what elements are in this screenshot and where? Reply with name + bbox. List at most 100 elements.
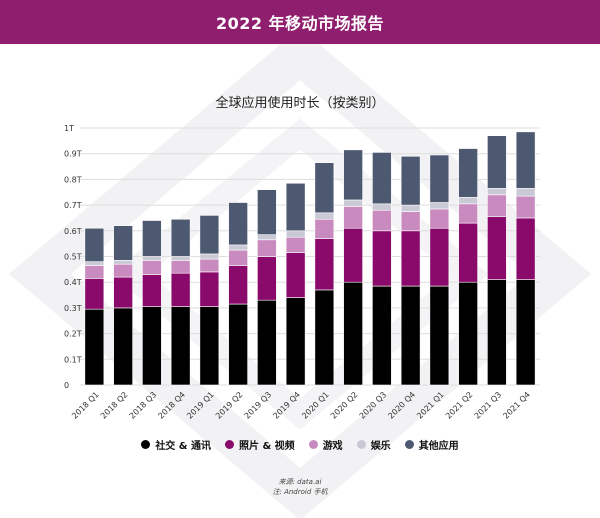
source-line: 来源: data.ai [278,478,322,486]
bar-segment-games [372,209,392,232]
legend-swatch-entertainment [356,440,366,449]
y-tick-label: 0.3T [64,304,82,313]
bar-segment-games [314,218,335,239]
bar-segment-photo [487,216,507,280]
bar-segment-social [372,285,392,386]
x-tick-label: 2019 Q3 [243,390,274,421]
bar-segment-other [84,227,105,262]
bar-segment-social [314,289,335,386]
bar-segment-social [142,306,162,386]
bar-segment-social [285,297,306,386]
legend-label-other: 其他应用 [418,441,459,452]
bar-segment-other [372,152,392,205]
bar-segment-games [429,208,450,229]
bar-segment-photo [343,227,363,283]
y-tick-label: 0.9T [64,150,82,159]
bar-segment-other [429,154,450,203]
bar-segment-social [228,303,248,386]
bar-segment-other [285,182,306,232]
bar-segment-other [257,189,277,235]
y-tick-label: 0.6T [64,227,82,236]
bar-segment-other [487,135,507,189]
bar-segment-photo [458,222,478,283]
legend-label-photo: 照片 & 视频 [239,441,295,452]
x-tick-label: 2021 Q2 [444,390,475,421]
x-tick-label: 2018 Q2 [99,390,130,421]
bar-segment-entertainment [228,244,248,251]
y-tick-label: 0.8T [64,175,82,184]
bar-segment-games [84,265,105,279]
bar-segment-games [487,194,507,217]
bar-segment-other [199,215,220,255]
bar-segment-entertainment [400,204,421,212]
x-tick-label: 2018 Q4 [156,390,187,421]
y-tick-label: 0.2T [64,330,82,339]
bar-segment-entertainment [458,197,478,205]
bar-segment-entertainment [314,212,335,220]
bar-segment-photo [84,278,105,310]
y-tick-label: 0.4T [64,278,82,287]
bar-segment-other [458,148,478,198]
legend-item-social: 社交 & 通讯 [141,437,211,452]
bar-segment-other [142,220,162,257]
x-tick-label: 2021 Q4 [501,390,532,421]
legend-swatch-social [141,440,151,449]
bar-segment-games [515,195,536,219]
bar-segment-photo [228,265,248,305]
bar-segment-photo [170,272,191,307]
bar-segment-other [515,131,536,189]
bar-segment-social [84,308,105,386]
bar-segment-entertainment [487,188,507,196]
bar-segment-other [343,149,363,201]
bar-segment-games [400,211,421,232]
bar-segment-entertainment [343,199,363,207]
bar-segment-other [400,155,421,206]
bar-segment-games [343,206,363,229]
x-tick-label: 2020 Q4 [386,390,417,421]
y-tick-label: 0.7T [64,201,82,210]
x-tick-label: 2018 Q3 [128,390,159,421]
x-tick-label: 2019 Q2 [214,390,245,421]
bar-segment-entertainment [142,256,162,261]
report-title: 2022 年移动市场报告 [215,14,385,33]
chart-legend: 社交 & 通讯 照片 & 视频 游戏 娱乐 其他应用 [0,437,600,452]
bar-segment-games [458,203,478,224]
bar-segment-photo [113,276,133,309]
legend-swatch-other [404,440,414,449]
bar-segment-other [113,225,133,261]
bar-segment-photo [285,252,306,298]
bar-segment-other [314,162,335,214]
source-note: 来源: data.ai 注: Android 手机 [0,477,600,497]
bar-segment-social [170,306,191,386]
bar-segment-social [199,306,220,386]
y-tick-label: 1T [64,124,74,133]
x-tick-label: 2019 Q4 [271,390,302,421]
x-tick-label: 2020 Q2 [329,390,360,421]
bar-segment-entertainment [285,230,306,238]
bar-segment-photo [429,227,450,287]
legend-swatch-games [308,440,318,449]
bar-segment-games [257,239,277,257]
bar-segment-social [429,285,450,386]
x-tick-label: 2021 Q3 [473,390,504,421]
bar-segment-entertainment [372,203,392,211]
bar-segment-games [170,260,191,274]
bar-segment-entertainment [170,256,191,261]
bar-segment-games [228,249,248,266]
bar-segment-photo [142,274,162,307]
bar-segment-games [113,263,133,278]
bar-segment-photo [515,217,536,280]
x-tick-label: 2020 Q1 [300,390,331,421]
bar-segment-photo [314,238,335,291]
y-tick-label: 0.1T [64,355,82,364]
bar-segment-social [487,279,507,386]
legend-item-photo: 照片 & 视频 [225,437,295,452]
legend-label-games: 游戏 [322,441,343,452]
bar-segment-entertainment [515,188,536,197]
bar-segment-social [515,279,536,386]
x-tick-label: 2018 Q1 [70,390,101,421]
bar-segment-social [257,299,277,386]
bar-segment-entertainment [429,202,450,210]
bar-segment-other [170,218,191,257]
